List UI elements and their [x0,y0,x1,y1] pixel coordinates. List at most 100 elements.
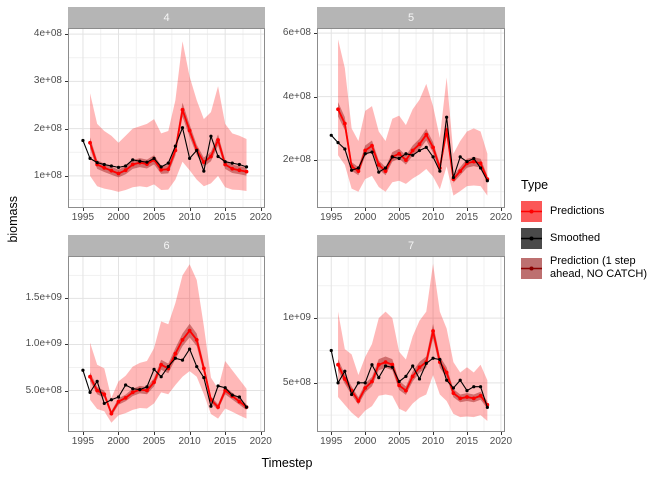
legend-key-prediction-1-step-ahead-no-catch-icon [521,257,542,279]
y-tick-mark [65,128,68,130]
predictions-point [478,393,483,398]
smoothed-point [237,395,241,399]
y-tick-mark [314,160,317,162]
predictions-point [159,167,164,172]
x-tick-mark [433,432,435,435]
x-tick-label: 2005 [142,436,166,447]
smoothed-point [404,374,408,378]
smoothed-point [424,361,428,366]
predictions-point [109,168,114,173]
predictions-point [404,158,408,162]
smoothed-point [244,165,249,169]
smoothed-point [195,148,199,152]
x-tick-mark [82,432,84,435]
predictions-point [444,370,449,375]
y-tick-mark [65,175,68,177]
smoothed-point [152,367,156,371]
predictions-point [230,166,235,171]
smoothed-point [216,154,220,159]
smoothed-point [377,376,381,380]
smoothed-point [377,170,381,174]
y-tick-mark [314,382,317,384]
smoothed-point [356,381,361,385]
x-tick-mark [331,432,333,435]
predictions-point [173,351,178,356]
smoothed-point [485,179,489,183]
smoothed-point [131,158,135,162]
panel-5-plot [317,28,505,208]
predictions-point [451,391,456,396]
smoothed-point [180,358,185,362]
smoothed-point [102,401,106,406]
y-tick-mark [314,33,317,35]
panel-7-plot [317,256,505,432]
x-tick-label: 2020 [249,436,272,447]
x-tick-label: 2020 [489,212,513,223]
x-tick-mark [189,432,191,435]
smoothed-point [451,386,456,390]
x-tick-mark [331,208,333,211]
predictions-point [410,374,415,379]
predictions-point [336,107,340,112]
x-tick-mark [433,208,435,211]
x-tick-label: 2010 [178,212,201,223]
predictions-point [356,399,361,403]
predictions-point [336,362,340,367]
x-tick-label: 2020 [489,436,513,447]
y-tick-mark [65,81,68,83]
predictions-point [180,107,185,112]
predictions-point [383,169,388,174]
y-tick-mark [65,34,68,36]
smoothed-point [195,364,199,369]
predictions-point [397,151,402,156]
x-tick-mark [466,432,468,435]
smoothed-point [363,152,367,156]
predictions-point [417,142,422,147]
x-tick-label: 2015 [455,436,479,447]
legend-label: Predictions [550,204,605,217]
predictions-point [130,162,135,167]
y-tick-label: 5.0e+08 [25,384,62,396]
x-tick-mark [154,208,156,211]
smoothed-point [166,161,170,165]
predictions-point [376,362,381,367]
smoothed-point [102,162,106,167]
smoothed-point [397,156,401,161]
smoothed-point [458,378,462,382]
x-tick-label: 1995 [71,436,95,447]
x-tick-label: 2000 [354,436,377,447]
smoothed-point [95,379,99,383]
y-tick-label: 4e+08 [282,90,311,102]
y-tick-label: 2e+08 [282,154,311,166]
smoothed-point [223,160,227,164]
predictions-point [223,388,228,393]
smoothed-point [88,156,92,160]
predictions-point [478,161,483,166]
smoothed-point [244,405,249,409]
predictions-point [356,169,361,174]
legend-key-smoothed-icon [521,228,542,249]
smoothed-point [180,126,185,130]
x-axis-title: Timestep [261,456,313,470]
smoothed-point [209,404,213,408]
predictions-point [152,380,156,385]
predictions-point [465,395,469,399]
smoothed-point [188,156,192,160]
facet-strip-label: 5 [407,11,415,24]
x-tick-label: 2005 [387,436,411,447]
x-tick-mark [82,208,84,211]
smoothed-point [188,347,192,351]
x-tick-mark [500,432,502,435]
predictions-point [123,168,128,173]
predictions-point [187,128,192,133]
predictions-point [109,411,114,416]
smoothed-point [138,388,142,392]
predictions-point [102,165,107,170]
predictions-point [342,377,347,381]
predictions-point [342,121,347,126]
smoothed-point [350,168,354,172]
x-tick-mark [260,208,262,211]
smoothed-point [95,161,99,165]
smoothed-point [356,166,361,170]
predictions-point [244,169,249,174]
